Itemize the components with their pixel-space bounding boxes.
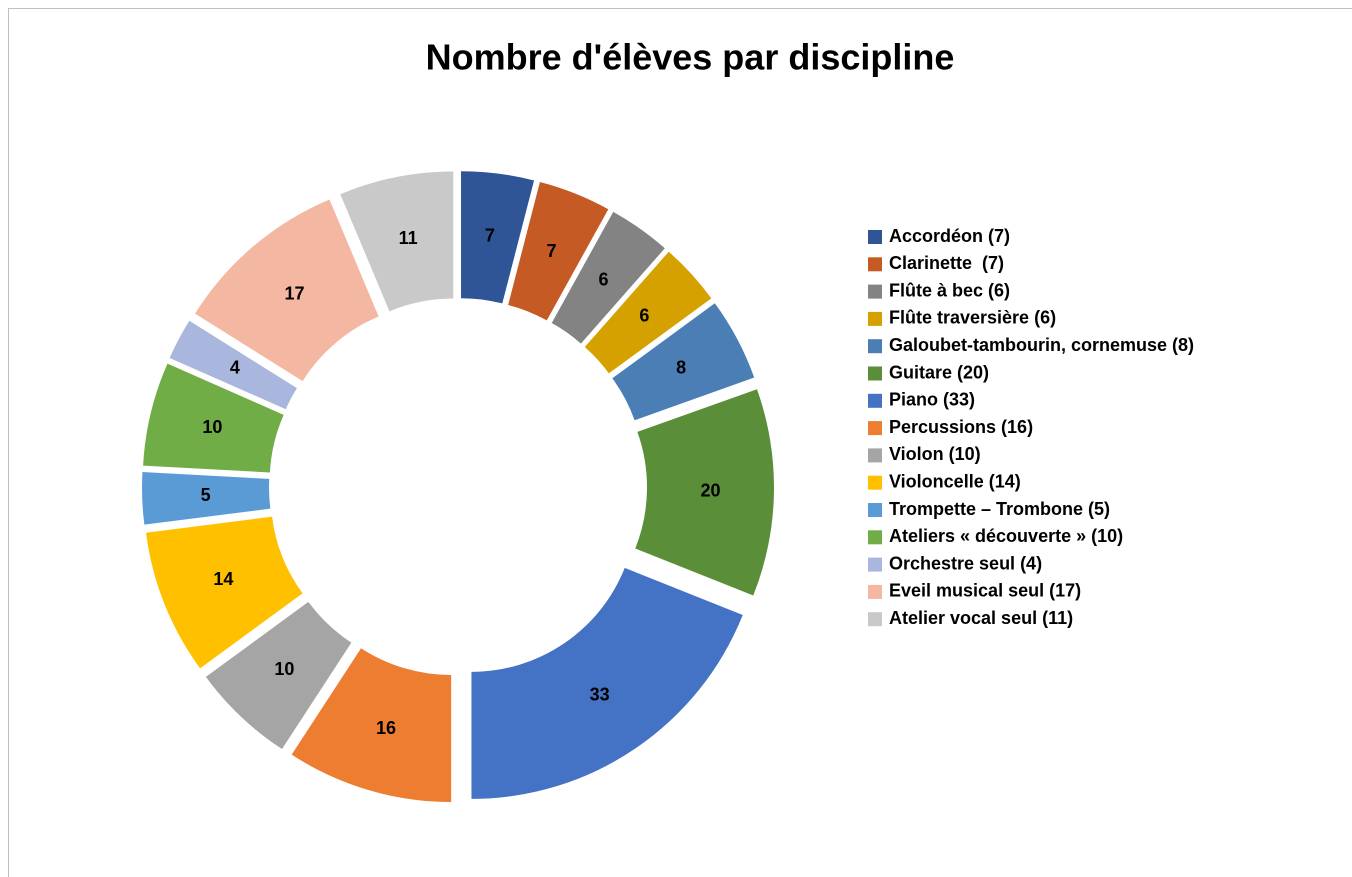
chart-title: Nombre d'élèves par discipline <box>426 37 955 78</box>
legend-swatch <box>868 393 882 408</box>
legend-swatch <box>868 557 882 572</box>
data-label: 20 <box>700 480 720 500</box>
data-label: 17 <box>285 283 305 303</box>
legend-swatch <box>868 257 882 272</box>
legend-swatch <box>868 612 882 627</box>
donut-slice <box>635 389 774 596</box>
legend-swatch <box>868 421 882 436</box>
donut-slice <box>146 516 303 669</box>
legend-label: Orchestre seul (4) <box>889 553 1042 573</box>
data-label: 11 <box>399 228 418 248</box>
donut-slice <box>461 171 535 304</box>
legend-swatch <box>868 503 882 517</box>
legend-label: Guitare (20) <box>889 362 989 382</box>
data-label: 14 <box>213 569 233 589</box>
legend-swatch <box>868 530 882 545</box>
legend-label: Clarinette (7) <box>889 253 1004 273</box>
legend-label: Violon (10) <box>889 444 981 464</box>
data-label: 16 <box>376 718 396 738</box>
legend-label: Galoubet-tambourin, cornemuse (8) <box>889 335 1194 355</box>
legend-swatch <box>868 366 882 381</box>
legend-label: Flûte à bec (6) <box>889 280 1010 300</box>
data-label: 7 <box>546 241 556 261</box>
legend-label: Piano (33) <box>889 390 975 410</box>
legend-swatch <box>868 230 882 244</box>
data-label: 7 <box>485 225 495 245</box>
legend-swatch <box>868 339 882 354</box>
legend-label: Ateliers « découverte » (10) <box>889 526 1123 546</box>
data-label: 6 <box>639 305 649 325</box>
legend-swatch <box>868 284 882 299</box>
donut-slice <box>169 320 297 410</box>
data-label: 10 <box>274 659 294 679</box>
donut-slice <box>584 251 712 374</box>
donut-slice <box>508 181 609 321</box>
legend-label: Percussions (16) <box>889 417 1033 437</box>
data-label: 10 <box>202 417 222 437</box>
data-label: 8 <box>676 357 686 377</box>
legend-label: Flûte traversière (6) <box>889 308 1056 328</box>
donut-slice <box>612 303 755 421</box>
legend-swatch <box>868 311 882 326</box>
data-label: 33 <box>590 685 610 705</box>
legend-label: Atelier vocal seul (11) <box>889 608 1073 628</box>
legend-swatch <box>868 584 882 599</box>
donut-slice <box>340 171 454 312</box>
donut-slice <box>142 472 271 525</box>
legend-label: Eveil musical seul (17) <box>889 581 1081 601</box>
data-label: 5 <box>201 485 211 505</box>
data-label: 6 <box>598 269 608 289</box>
data-label: 4 <box>230 357 240 377</box>
legend-swatch <box>868 448 882 463</box>
donut-slice <box>143 363 284 473</box>
donut-slice <box>471 567 743 799</box>
donut-slice <box>195 199 379 382</box>
legend-label: Violoncelle (14) <box>889 471 1021 491</box>
legend-swatch <box>868 475 882 490</box>
donut-slice <box>291 648 452 803</box>
legend-label: Accordéon (7) <box>889 226 1010 246</box>
legend-label: Trompette – Trombone (5) <box>889 499 1110 519</box>
donut-slice <box>205 601 352 750</box>
donut-slice <box>551 211 665 344</box>
